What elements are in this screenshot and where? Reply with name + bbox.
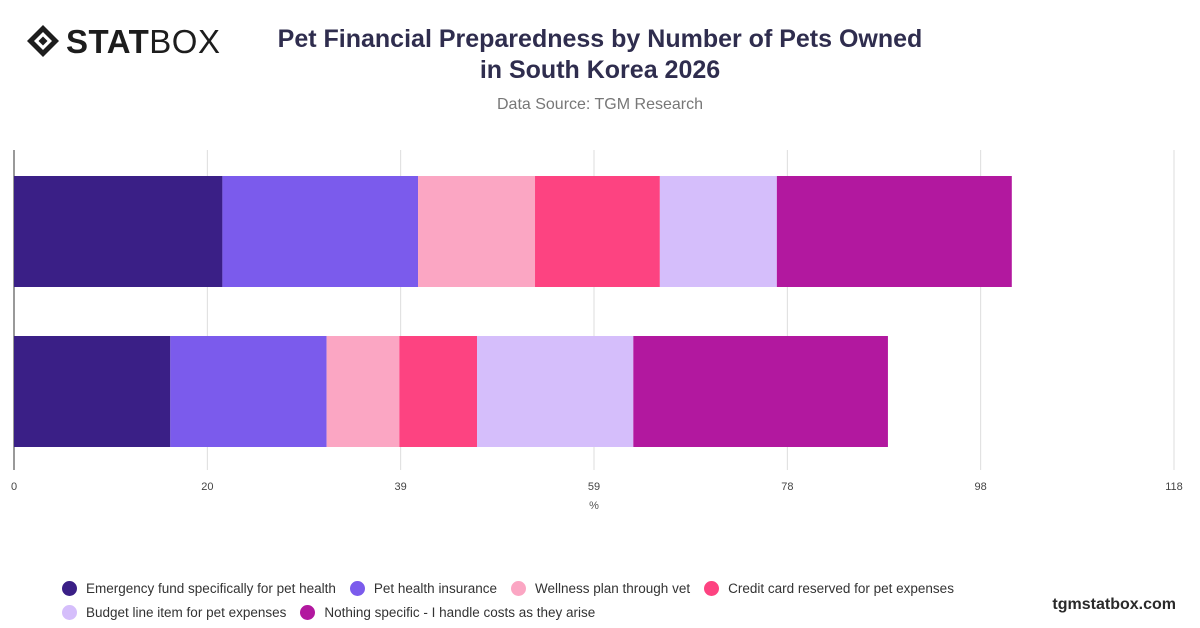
x-tick-label: 98: [975, 481, 987, 493]
statbox-diamond-icon: [27, 25, 59, 57]
x-tick-label: 78: [781, 481, 793, 493]
x-tick-label: 39: [395, 481, 407, 493]
bar-segment: [477, 336, 634, 447]
chart-title-line-2: in South Korea 2026: [479, 56, 721, 84]
legend-swatch: [704, 580, 720, 596]
logo-text-bold: STAT: [66, 22, 150, 60]
legend-swatch: [62, 604, 77, 620]
bar-segment: [776, 176, 1012, 287]
bar-segment: [326, 336, 400, 447]
bar-segment: [170, 336, 327, 447]
legend-label: Nothing specific - I handle costs as the…: [324, 604, 596, 620]
watermark: tgmstatbox.com: [1052, 596, 1176, 613]
bar-segment: [14, 336, 171, 447]
legend-swatch: [300, 604, 316, 620]
legend-item[interactable]: Wellness plan through vet: [510, 578, 691, 598]
legend-item[interactable]: Credit card reserved for pet expenses: [704, 578, 954, 598]
chart-subtitle: Data Source: TGM Research: [496, 96, 703, 113]
statbox-logo: STATBOX: [26, 22, 220, 60]
x-tick-label: 59: [588, 481, 600, 493]
bar-segment: [222, 176, 419, 287]
legend-item[interactable]: Budget line item for pet expenses: [62, 602, 286, 622]
x-axis-label: %: [589, 500, 599, 512]
legend-item[interactable]: Nothing specific - I handle costs as the…: [300, 602, 595, 622]
chart-header: Pet Financial Preparedness by Number of …: [200, 24, 1000, 114]
bar-segment: [535, 176, 660, 287]
legend-label: Credit card reserved for pet expenses: [728, 580, 954, 596]
legend-label: Emergency fund specifically for pet heal…: [86, 580, 336, 596]
x-tick-label: 118: [1165, 481, 1183, 493]
x-tick-label: 0: [11, 481, 17, 493]
chart-plot: 0 20 39 59 78 98 118%: [11, 150, 1183, 512]
legend-swatch: [62, 580, 77, 596]
bar-segment: [14, 176, 223, 287]
bar-segment: [659, 176, 777, 287]
bar-segment: [633, 336, 888, 447]
bar-segment: [399, 336, 478, 447]
legend-item[interactable]: Pet health insurance: [349, 578, 497, 598]
legend-label: Budget line item for pet expenses: [86, 604, 287, 620]
bar-segment: [418, 176, 536, 287]
chart-title-line-1: Pet Financial Preparedness by Number of …: [277, 25, 923, 53]
logo-text-light: BOX: [149, 22, 221, 60]
legend-swatch: [349, 580, 365, 596]
legend-item[interactable]: Emergency fund specifically for pet heal…: [62, 578, 336, 598]
legend-swatch: [510, 580, 526, 596]
logo-wordmark: STATBOX: [66, 25, 220, 58]
legend-label: Wellness plan through vet: [534, 580, 691, 596]
legend-label: Pet health insurance: [373, 580, 497, 596]
chart-title: Pet Financial Preparedness by Number of …: [200, 24, 1000, 86]
x-tick-label: 20: [201, 481, 213, 493]
chart-legend: Emergency fund specifically for pet heal…: [62, 578, 1162, 622]
